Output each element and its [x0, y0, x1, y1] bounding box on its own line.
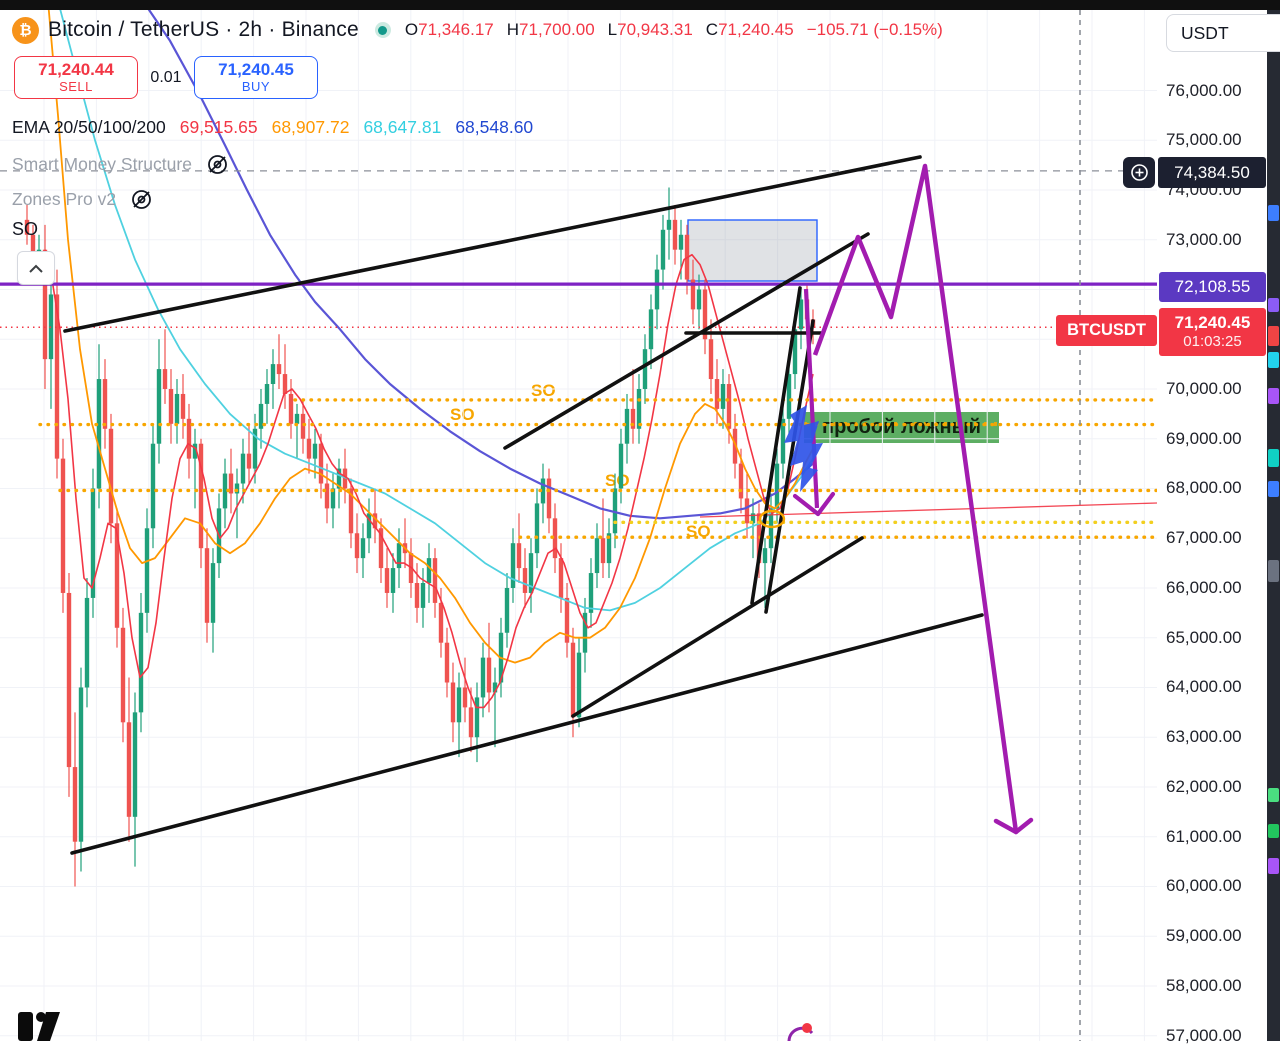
add-alert-plus-button[interactable]: [1123, 157, 1155, 188]
sell-price: 71,240.44: [38, 60, 114, 80]
so-zone-label: SO: [531, 381, 556, 400]
currency-select[interactable]: USDT ▾: [1166, 14, 1280, 52]
price-tick: 59,000.00: [1166, 926, 1242, 946]
market-status-icon: [374, 22, 391, 38]
dotted-zone-overlay: [804, 422, 999, 426]
price-tick: 61,000.00: [1166, 826, 1242, 846]
background-window-chip: [1268, 205, 1279, 221]
bitcoin-icon: ₿: [12, 16, 39, 44]
ema-legend: EMA 20/50/100/200 69,515.65 68,907.72 68…: [12, 117, 533, 138]
price-tick: 67,000.00: [1166, 528, 1242, 548]
close-value: 71,240.45: [718, 20, 794, 39]
refresh-badge-icon: [787, 1023, 814, 1041]
zones-pro-indicator: Zones Pro v2: [12, 186, 155, 213]
breakout-annotation[interactable]: пробой ложный: [804, 412, 999, 443]
order-panel: 71,240.44 SELL 0.01 71,240.45 BUY: [14, 56, 318, 99]
smart-money-indicator: Smart Money Structure: [12, 151, 231, 178]
price-tick: 60,000.00: [1166, 876, 1242, 896]
background-window-chip: [1268, 352, 1279, 368]
buy-price: 71,240.45: [218, 60, 294, 80]
change-value: −105.71 (−0.15%): [806, 20, 943, 39]
background-window-chip: [1268, 449, 1279, 467]
collapse-legend-button[interactable]: [17, 251, 55, 285]
ema20-value: 69,515.65: [179, 117, 258, 137]
open-label: O: [404, 20, 419, 39]
price-tick: 62,000.00: [1166, 776, 1242, 796]
background-window-chip: [1268, 560, 1279, 582]
ema200-value: 68,548.60: [455, 117, 534, 137]
purple-level-price-tag: 72,108.55: [1159, 272, 1266, 302]
background-window-chip: [1268, 824, 1279, 838]
low-label: L: [607, 20, 618, 39]
buy-button[interactable]: 71,240.45 BUY: [194, 56, 318, 99]
so-indicator-label[interactable]: SO: [12, 219, 39, 239]
price-tick: 64,000.00: [1166, 677, 1242, 697]
price-tick: 73,000.00: [1166, 229, 1242, 249]
price-tick: 65,000.00: [1166, 627, 1242, 647]
background-window-chip: [1268, 326, 1279, 346]
sell-label: SELL: [59, 78, 93, 94]
buy-label: BUY: [241, 78, 271, 94]
high-value: 71,700.00: [519, 20, 595, 39]
so-zone-label: SO: [605, 471, 630, 490]
last-price-value: 71,240.45: [1174, 313, 1251, 332]
ema50-value: 68,907.72: [271, 117, 350, 137]
price-tick: 68,000.00: [1166, 478, 1242, 498]
crosshair-price-tag: 74,384.50: [1158, 157, 1266, 188]
ema100-value: 68,647.81: [363, 117, 442, 137]
price-tick: 57,000.00: [1166, 1025, 1242, 1045]
bar-countdown: 01:03:25: [1183, 333, 1242, 351]
spread-value: 0.01: [150, 68, 182, 86]
price-tick: 63,000.00: [1166, 727, 1242, 747]
visibility-off-icon[interactable]: [128, 186, 155, 213]
price-tick: 75,000.00: [1166, 130, 1242, 150]
symbol-title[interactable]: Bitcoin / TetherUS · 2h · Binance: [48, 18, 359, 41]
ema-title[interactable]: EMA 20/50/100/200: [12, 117, 166, 137]
background-window-chip: [1268, 788, 1279, 802]
low-value: 70,943.31: [617, 20, 693, 39]
high-label: H: [506, 20, 520, 39]
tradingview-logo[interactable]: [16, 1010, 68, 1041]
so-zone-label: SO: [450, 405, 475, 424]
background-window-chip: [1268, 298, 1279, 312]
background-window-chip: [1268, 858, 1279, 874]
price-tick: 69,000.00: [1166, 428, 1242, 448]
symbol-price-label: BTCUSDT: [1056, 315, 1157, 346]
close-label: C: [705, 20, 719, 39]
price-tick: 70,000.00: [1166, 378, 1242, 398]
currency-value: USDT: [1181, 22, 1229, 43]
price-tick: 58,000.00: [1166, 975, 1242, 995]
top-window-strip: [0, 0, 1280, 10]
ohlc-values: O71,346.17 H71,700.00 L70,943.31 C71,240…: [405, 20, 943, 40]
symbol-header: ₿ Bitcoin / TetherUS · 2h · Binance O71,…: [12, 14, 943, 46]
background-window-chip: [1268, 388, 1279, 404]
zones-pro-label[interactable]: Zones Pro v2: [12, 189, 117, 209]
breakout-text: пробой ложный: [822, 416, 981, 438]
price-tick: 76,000.00: [1166, 80, 1242, 100]
side-window-strip: [1267, 10, 1280, 1041]
smart-money-label[interactable]: Smart Money Structure: [12, 154, 192, 174]
background-window-chip: [1268, 481, 1279, 497]
visibility-off-icon[interactable]: [204, 151, 231, 178]
price-tick: 66,000.00: [1166, 577, 1242, 597]
last-price-tag: 71,240.45 01:03:25: [1159, 308, 1266, 356]
sell-button[interactable]: 71,240.44 SELL: [14, 56, 138, 99]
open-value: 71,346.17: [418, 20, 494, 39]
